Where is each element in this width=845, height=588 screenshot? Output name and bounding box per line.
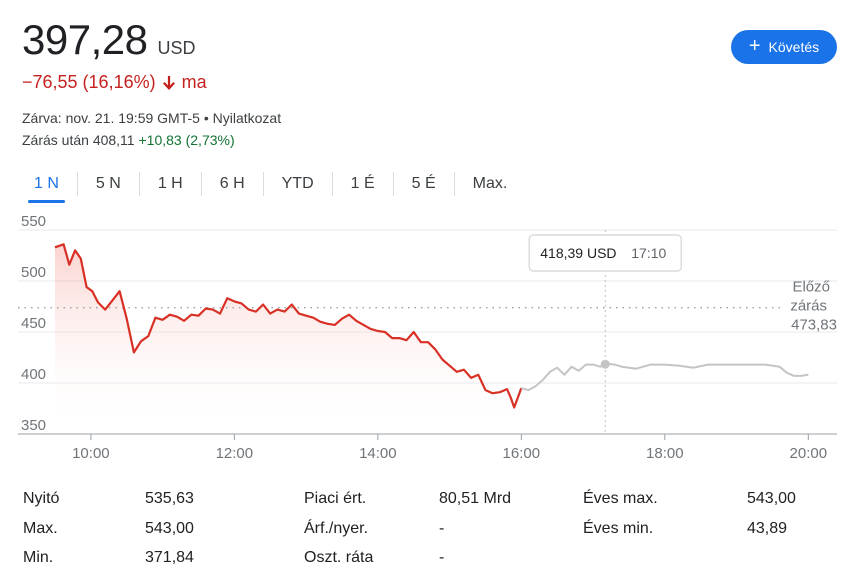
tooltip-value: 418,39 USD <box>540 245 616 261</box>
price-chart[interactable]: 350 400 450 500 550 10:00 12:00 14:00 16:00 18:00… <box>0 210 845 475</box>
previous-close-label-line2: zárás <box>790 298 827 315</box>
y-tick-label: 450 <box>21 315 46 332</box>
x-tick-label: 18:00 <box>646 445 684 462</box>
price-tooltip: 418,39 USD 17:10 <box>528 234 683 272</box>
tab-max[interactable]: Max. <box>472 175 508 192</box>
change-period: ma <box>181 72 207 92</box>
tab-separator <box>138 172 140 196</box>
current-price: 397,28 <box>22 16 148 63</box>
closed-info: Zárva: nov. 21. 19:59 GMT-5 • Nyilatkoza… <box>22 110 282 126</box>
stat-label-pe-ratio: Árf./nyer. <box>304 520 369 537</box>
stat-value-market-cap: 80,51 Mrd <box>439 490 512 507</box>
tab-1-month[interactable]: 1 H <box>157 175 183 192</box>
price-row: 397,28 USD <box>22 16 195 64</box>
stat-label-dividend: Oszt. ráta <box>304 549 374 566</box>
follow-button[interactable]: + Követés <box>731 30 837 64</box>
y-tick-label: 500 <box>21 264 46 281</box>
previous-close-value: 473,83 <box>791 317 837 334</box>
tab-ytd[interactable]: YTD <box>281 175 314 192</box>
x-tick-label: 16:00 <box>503 445 541 462</box>
stat-value-52w-low: 43,89 <box>747 520 788 537</box>
tooltip-time: 17:10 <box>631 245 666 261</box>
stat-label-low: Min. <box>23 549 54 566</box>
after-hours-row: Zárás után 408,11 +10,83 (2,73%) <box>22 132 235 148</box>
x-tick-label: 10:00 <box>72 445 110 462</box>
price-change-row: −76,55 (16,16%) ma <box>22 72 207 93</box>
price-change: −76,55 (16,16%) <box>22 72 156 92</box>
tooltip-box <box>528 234 683 272</box>
currency-label: USD <box>157 38 196 58</box>
stat-value-high: 543,00 <box>145 520 194 537</box>
tab-6-months[interactable]: 6 H <box>219 175 245 192</box>
tab-separator <box>76 172 78 196</box>
y-tick-label: 400 <box>21 366 46 383</box>
stat-value-pe-ratio: - <box>439 520 445 537</box>
stat-value-low: 371,84 <box>145 549 194 566</box>
tab-separator <box>392 172 394 196</box>
stat-label-52w-high: Éves max. <box>583 490 658 507</box>
y-tick-label: 550 <box>21 213 46 230</box>
regular-session-line <box>54 243 523 409</box>
stat-label-high: Max. <box>23 520 58 537</box>
y-tick-label: 350 <box>21 417 46 434</box>
stat-label-market-cap: Piaci ért. <box>304 490 367 507</box>
stat-value-dividend: - <box>439 549 445 566</box>
range-tabs: 1 N 5 N 1 H 6 H YTD 1 É 5 É Max. <box>16 168 525 203</box>
tab-separator <box>262 172 264 196</box>
previous-close-label-line1: Előző <box>792 279 830 296</box>
tab-separator <box>331 172 333 196</box>
tab-5-days[interactable]: 5 N <box>95 175 121 192</box>
regular-session-area <box>55 244 522 434</box>
x-tick-label: 12:00 <box>216 445 254 462</box>
after-hours-change: +10,83 (2,73%) <box>138 132 235 148</box>
previous-close-label: Előző zárás 473,83 <box>790 279 837 334</box>
x-tick-label: 20:00 <box>790 445 828 462</box>
arrow-down-icon <box>162 75 175 90</box>
plus-icon: + <box>748 35 761 57</box>
hover-point <box>600 359 610 369</box>
tab-separator <box>453 172 455 196</box>
stat-label-open: Nyitó <box>23 490 60 507</box>
follow-button-label: Követés <box>768 39 820 55</box>
stat-value-open: 535,63 <box>145 490 194 507</box>
tab-1-year[interactable]: 1 É <box>350 175 375 192</box>
x-tick-label: 14:00 <box>359 445 397 462</box>
stat-value-52w-high: 543,00 <box>747 490 796 507</box>
after-hours-price: Zárás után 408,11 <box>22 132 135 148</box>
stat-label-52w-low: Éves min. <box>583 520 654 537</box>
tab-5-years[interactable]: 5 É <box>411 175 436 192</box>
tab-separator <box>200 172 202 196</box>
after-hours-line <box>521 362 809 392</box>
tab-1-day[interactable]: 1 N <box>16 170 77 203</box>
